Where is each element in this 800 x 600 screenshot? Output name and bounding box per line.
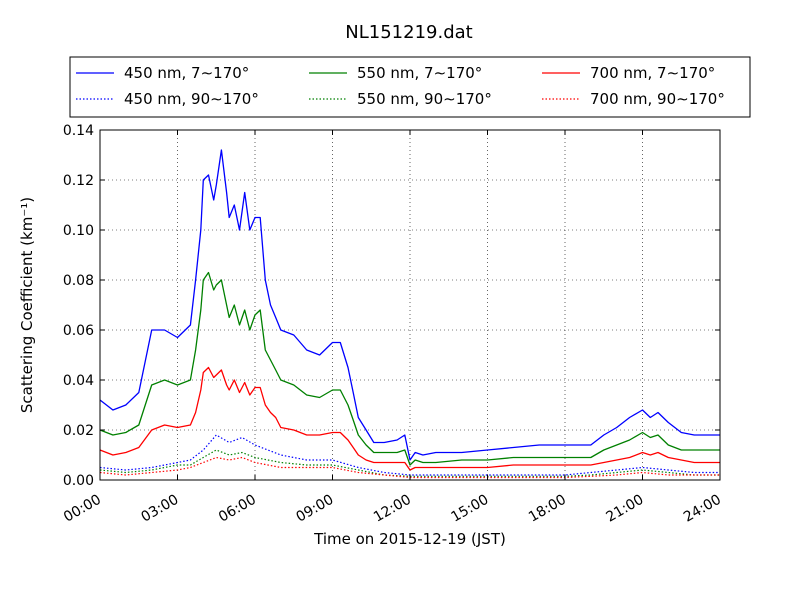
x-axis-label: Time on 2015-12-19 (JST) [313,530,506,548]
legend-frame [69,56,751,118]
y-tick-label: 0.10 [63,223,94,239]
chart-title: NL151219.dat [345,22,472,43]
legend-label: 700 nm, 90∼170° [590,90,725,108]
legend-label: 700 nm, 7∼170° [590,64,715,82]
y-tick-label: 0.08 [63,273,94,289]
y-tick-label: 0.12 [63,173,94,189]
series-line [99,271,720,466]
series-line [99,456,720,479]
series-line [99,434,720,476]
x-tick-label: 09:00 [294,492,337,526]
x-tick-label: 18:00 [526,492,569,526]
y-tick-label: 0.00 [63,473,94,489]
x-tick-label: 21:00 [604,492,647,526]
y-tick-label: 0.06 [63,323,94,339]
legend-label: 550 nm, 90∼170° [357,90,492,108]
x-tick-label: 03:00 [139,492,182,526]
series-line [99,449,720,477]
x-tick-label: 12:00 [371,492,414,526]
series-line [99,149,720,461]
legend-label: 550 nm, 7∼170° [357,64,482,82]
grid-lines [100,130,720,480]
y-tick-label: 0.04 [63,373,94,389]
chart-legend: 450 nm, 7∼170° 550 nm, 7∼170° 700 nm, 7∼17… [69,56,751,118]
x-tick-label: 06:00 [216,492,259,526]
x-tick-label: 00:00 [61,492,104,526]
legend-label: 450 nm, 7∼170° [124,64,249,82]
x-tick-label: 24:00 [681,492,724,526]
y-tick-label: 0.02 [63,423,94,439]
y-tick-label: 0.14 [63,123,94,139]
y-axis-label: Scattering Coefficient (km⁻¹) [18,197,36,413]
x-tick-label: 15:00 [449,492,492,526]
series-layer [99,149,720,479]
legend-label: 450 nm, 90∼170° [124,90,259,108]
series-line [99,366,720,471]
